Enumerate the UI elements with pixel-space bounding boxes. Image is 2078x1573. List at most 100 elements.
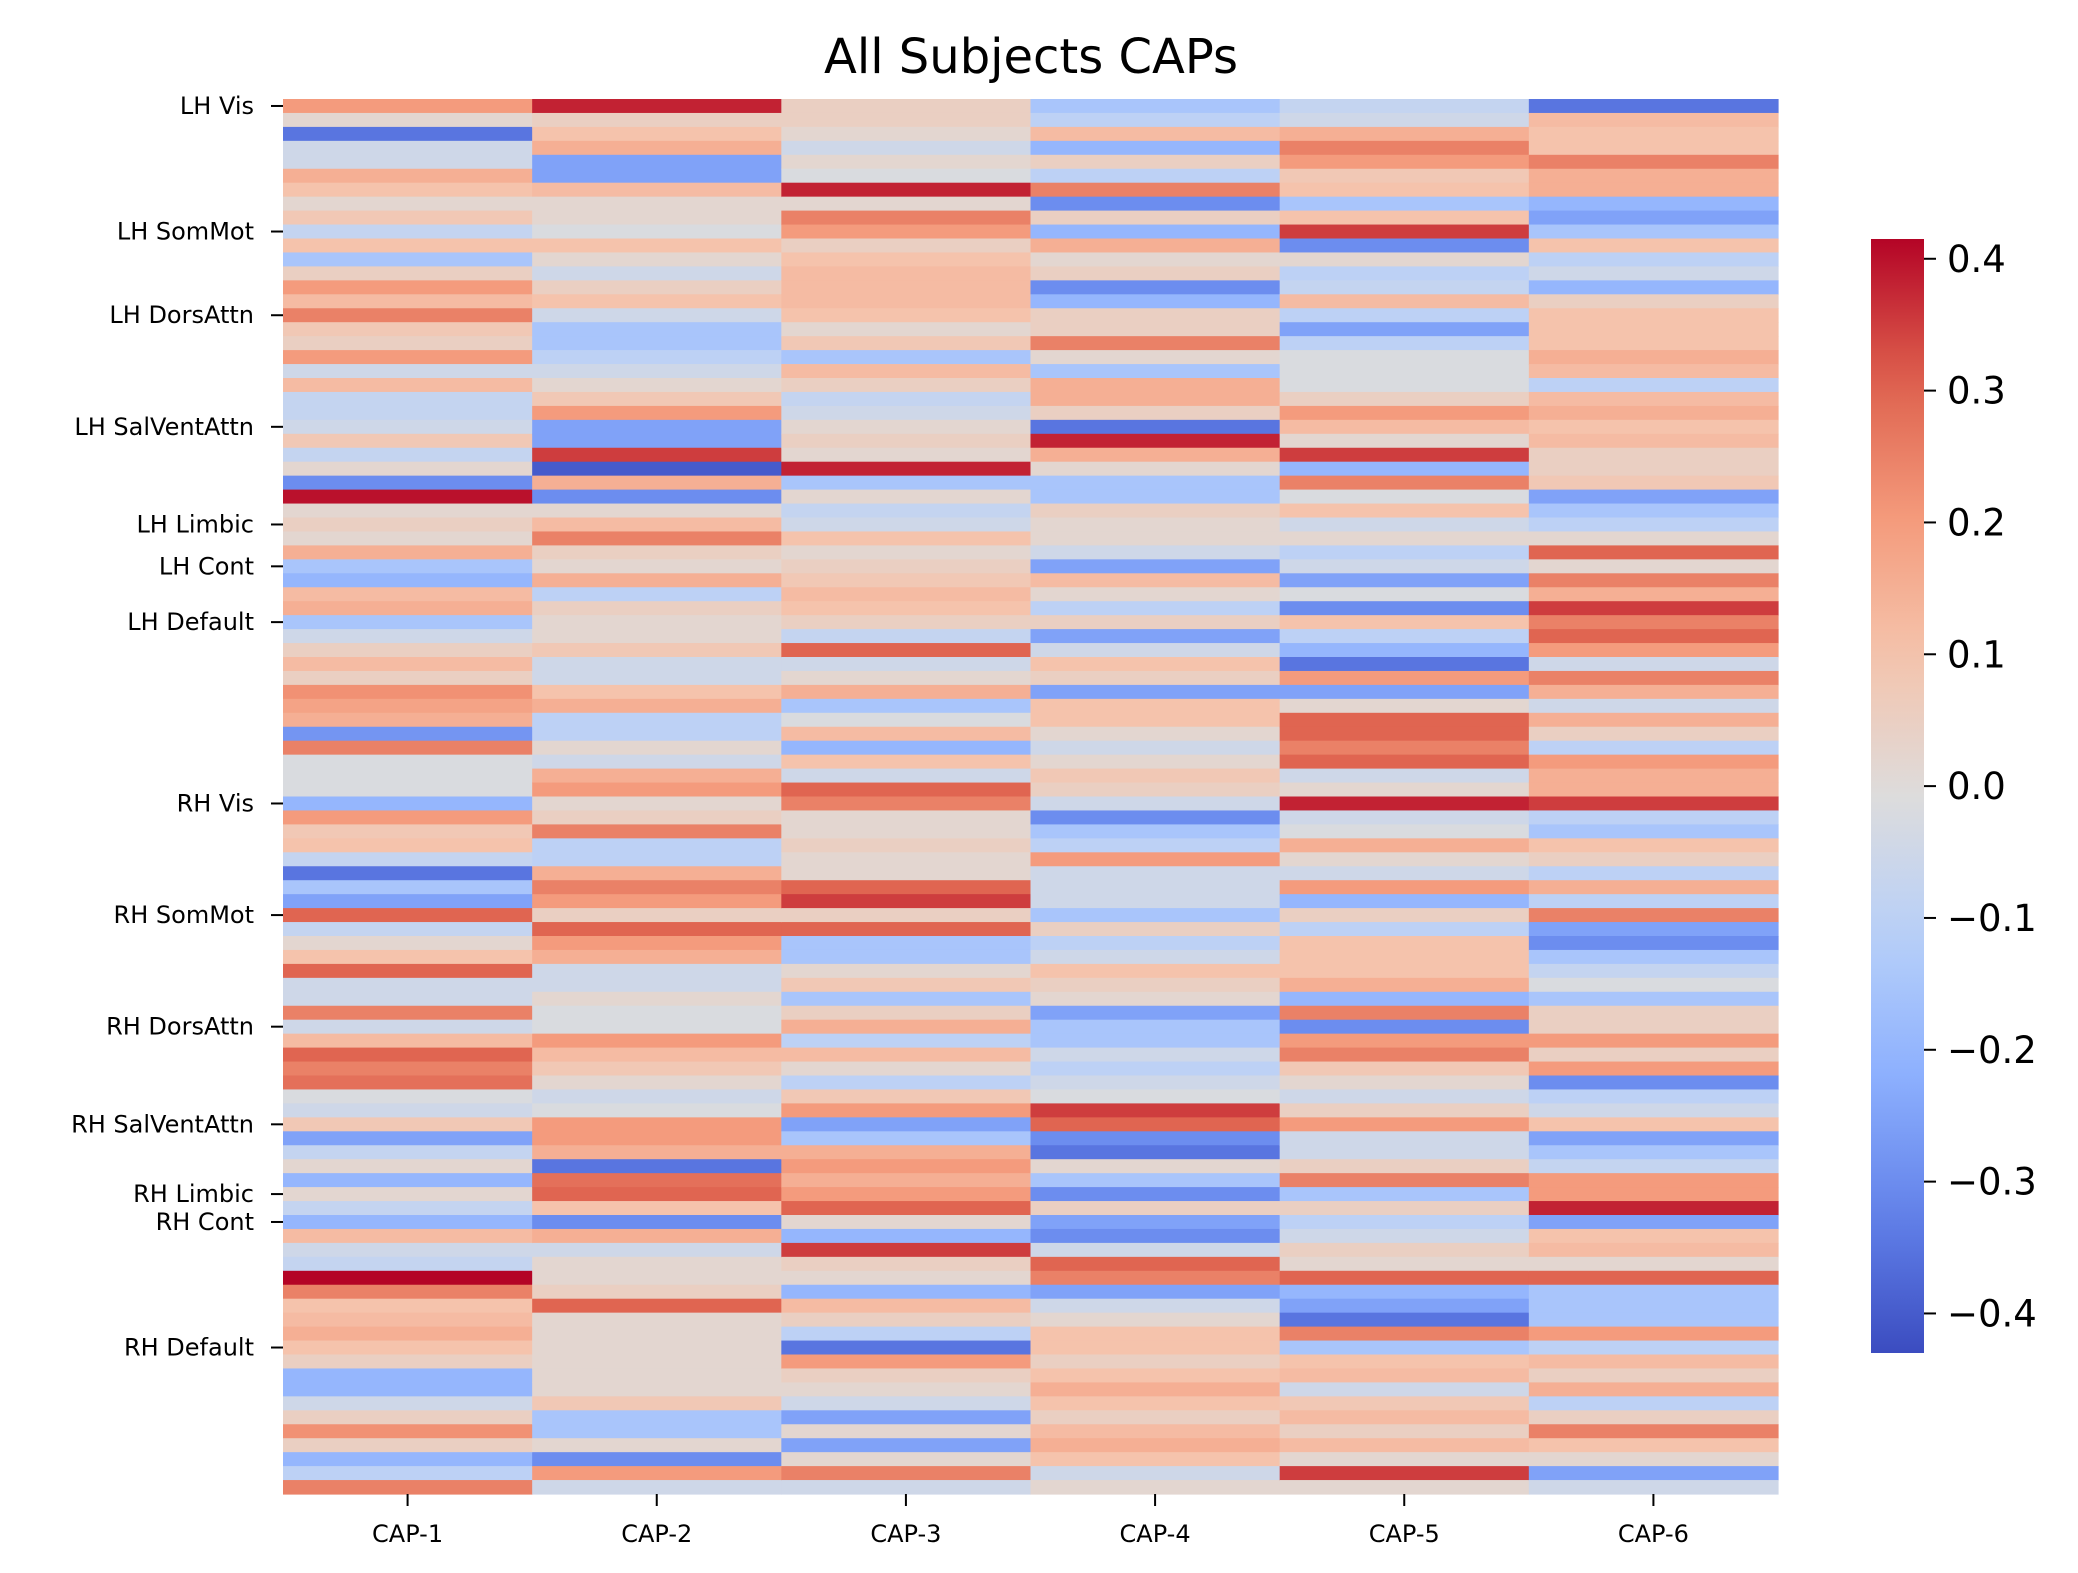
heatmap-cell xyxy=(1030,322,1281,337)
colorbar-tick-label: −0.3 xyxy=(1947,1161,2037,1204)
heatmap-cell xyxy=(532,1131,782,1146)
heatmap-cell xyxy=(1528,1326,1779,1342)
heatmap-cell xyxy=(283,1312,533,1328)
heatmap-cell xyxy=(283,322,533,337)
heatmap-cell xyxy=(1279,1466,1530,1481)
x-tick-label: CAP-6 xyxy=(1618,1520,1689,1548)
heatmap-cell xyxy=(781,112,1032,128)
heatmap-cell xyxy=(1528,364,1779,379)
heatmap-cell xyxy=(1528,768,1779,784)
heatmap-cell xyxy=(781,657,1032,672)
heatmap-cell xyxy=(283,475,533,491)
heatmap-cell xyxy=(532,754,782,770)
heatmap-cell xyxy=(283,894,533,909)
heatmap-cell xyxy=(1030,754,1281,770)
heatmap-cell xyxy=(1030,991,1281,1007)
heatmap-cell xyxy=(781,294,1032,309)
heatmap-cell xyxy=(532,698,782,714)
heatmap-cell xyxy=(1528,908,1779,923)
heatmap-cell xyxy=(781,1005,1032,1021)
heatmap-cell xyxy=(1528,517,1779,533)
heatmap-cell xyxy=(532,294,782,309)
heatmap-cell xyxy=(1279,1312,1530,1328)
heatmap-cell xyxy=(1030,1312,1281,1328)
heatmap-cell xyxy=(1030,308,1281,323)
heatmap-cell xyxy=(1030,280,1281,295)
heatmap-cell xyxy=(781,517,1032,533)
heatmap-cell xyxy=(1279,126,1530,142)
heatmap-cell xyxy=(1528,1145,1779,1160)
heatmap-cell xyxy=(532,1326,782,1342)
heatmap-cell xyxy=(1030,908,1281,923)
heatmap-cell xyxy=(1528,405,1779,421)
heatmap-cell xyxy=(781,1368,1032,1383)
heatmap-cell xyxy=(532,866,782,881)
heatmap-cell xyxy=(781,1270,1032,1286)
heatmap-cell xyxy=(283,643,533,658)
heatmap-cell xyxy=(532,949,782,965)
heatmap-cell xyxy=(1030,1438,1281,1453)
colorbar-tick-label: 0.0 xyxy=(1947,765,2006,808)
heatmap-cell xyxy=(1528,726,1779,742)
heatmap-cell xyxy=(283,489,533,505)
y-tick-label: RH DorsAttn xyxy=(106,1013,254,1041)
heatmap-cell xyxy=(1030,936,1281,951)
heatmap-cell xyxy=(1528,643,1779,658)
heatmap-cell xyxy=(1279,1061,1530,1077)
heatmap-cell xyxy=(532,1061,782,1077)
heatmap-cell xyxy=(1030,796,1281,812)
heatmap-cell xyxy=(1528,991,1779,1007)
heatmap-cell xyxy=(532,238,782,254)
heatmap-cell xyxy=(781,154,1032,170)
heatmap-cell xyxy=(1030,1047,1281,1063)
y-tick-label: LH Vis xyxy=(180,92,254,120)
heatmap-cell xyxy=(781,615,1032,630)
heatmap-cell xyxy=(1528,796,1779,812)
colorbar-tick-label: −0.2 xyxy=(1947,1029,2037,1072)
heatmap-cell xyxy=(1030,1396,1281,1411)
heatmap-cell xyxy=(781,810,1032,825)
heatmap-cell xyxy=(781,1187,1032,1202)
heatmap-cell xyxy=(283,754,533,770)
heatmap-cell xyxy=(532,1270,782,1286)
heatmap-cell xyxy=(1528,433,1779,449)
heatmap-cell xyxy=(1030,1089,1281,1104)
heatmap-cell xyxy=(1528,1173,1779,1188)
heatmap-cell xyxy=(1030,726,1281,742)
heatmap-cell xyxy=(781,670,1032,686)
heatmap-cell xyxy=(781,489,1032,505)
heatmap-cell xyxy=(532,615,782,630)
heatmap-cell xyxy=(781,336,1032,351)
heatmap-cell xyxy=(532,1005,782,1021)
heatmap-cell xyxy=(1528,1117,1779,1132)
heatmap-cell xyxy=(1279,754,1530,770)
heatmap-cell xyxy=(1030,1131,1281,1146)
heatmap-cell xyxy=(1279,99,1530,114)
heatmap-cell xyxy=(1528,573,1779,588)
heatmap-cell xyxy=(1030,140,1281,156)
heatmap-cell xyxy=(1279,1005,1530,1021)
heatmap-cell xyxy=(781,1340,1032,1356)
heatmap-cell xyxy=(781,405,1032,421)
y-tick-label: RH Vis xyxy=(177,789,254,817)
heatmap-cell xyxy=(1279,433,1530,449)
heatmap-cell xyxy=(532,545,782,560)
heatmap-cell xyxy=(532,126,782,142)
heatmap-cell xyxy=(1030,587,1281,602)
heatmap-cell xyxy=(532,1117,782,1132)
heatmap-cell xyxy=(283,615,533,630)
heatmap-cell xyxy=(532,559,782,574)
heatmap-cell xyxy=(1030,1103,1281,1118)
heatmap-cell xyxy=(283,461,533,477)
heatmap-cell xyxy=(283,1005,533,1021)
heatmap-cell xyxy=(1279,531,1530,546)
heatmap-cell xyxy=(283,1242,533,1258)
heatmap-cell xyxy=(283,684,533,700)
heatmap-cell xyxy=(1030,698,1281,714)
heatmap-cell xyxy=(1030,670,1281,686)
heatmap-cell xyxy=(532,1159,782,1174)
heatmap-cell xyxy=(1030,1382,1281,1397)
heatmap-cell xyxy=(1030,1424,1281,1439)
heatmap-cell xyxy=(781,1159,1032,1174)
heatmap-cell xyxy=(532,1187,782,1202)
